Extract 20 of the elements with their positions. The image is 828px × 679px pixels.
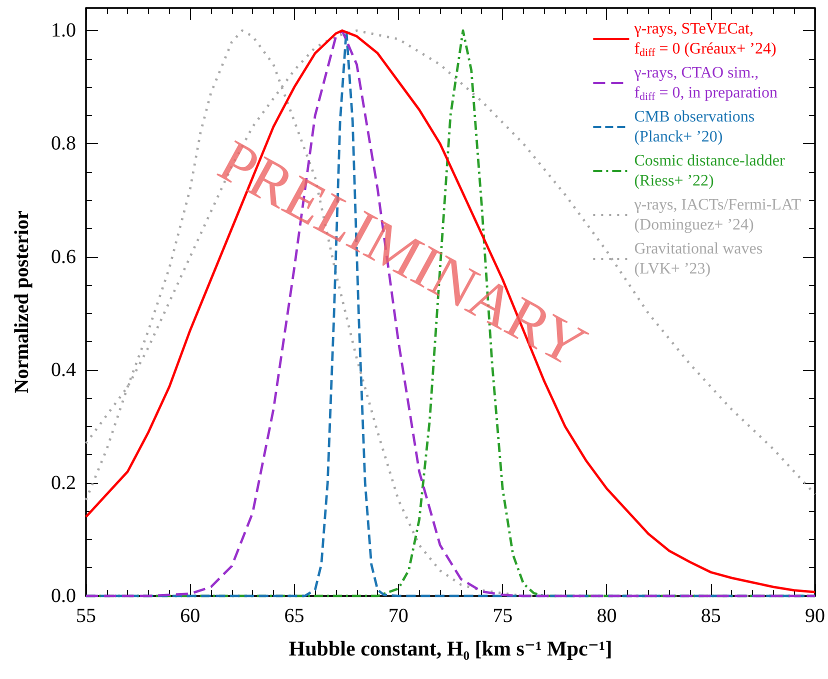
y-tick-label: 0.8 xyxy=(51,132,76,155)
x-axis-title: Hubble constant, H₀ [km s⁻¹ Mpc⁻¹] xyxy=(288,636,612,660)
y-tick-label: 0.0 xyxy=(51,585,76,607)
x-tick-label: 65 xyxy=(284,605,304,627)
legend-label: Cosmic distance-ladder (Riess+ ’22) xyxy=(634,152,786,190)
x-tick-label: 55 xyxy=(76,605,96,627)
y-tick-label: 0.2 xyxy=(51,472,76,494)
y-tick-label: 1.0 xyxy=(51,20,76,42)
x-tick-label: 70 xyxy=(388,605,408,627)
legend-label: Gravitational waves (LVK+ ’23) xyxy=(634,240,763,278)
x-tick-label: 75 xyxy=(492,605,513,627)
x-tick-label: 90 xyxy=(805,605,825,627)
x-tick-label: 80 xyxy=(596,605,617,627)
y-tick-label: 0.6 xyxy=(51,246,76,268)
x-tick-label: 60 xyxy=(180,605,200,627)
y-tick-label: 0.4 xyxy=(51,358,76,381)
y-axis-title: Normalized posterior xyxy=(11,210,33,394)
x-tick-label: 85 xyxy=(700,605,721,627)
legend-label: γ-rays, IACTs/Fermi-LAT (Dominguez+ ’24) xyxy=(633,196,802,234)
legend-label: CMB observations (Planck+ ’20) xyxy=(634,108,755,146)
